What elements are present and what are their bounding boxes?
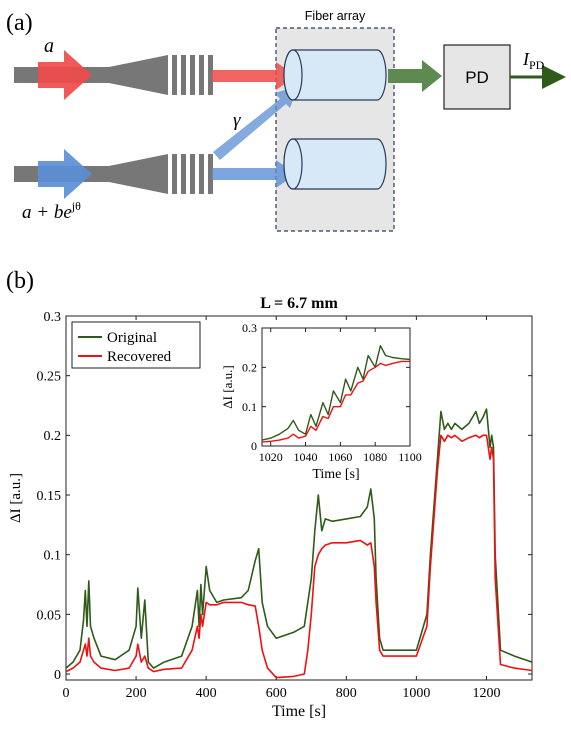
- x-tick-label: 1020: [259, 450, 283, 464]
- x-tick-label: 1000: [402, 686, 430, 701]
- x-tick-label: 1040: [294, 450, 318, 464]
- legend-box: [71, 321, 201, 369]
- legend-label: Original: [107, 330, 157, 346]
- pd-label: PD: [465, 68, 489, 87]
- x-tick-label: 600: [266, 686, 287, 701]
- panel-b-label: (b): [6, 268, 34, 294]
- y-tick-label: 0.25: [37, 370, 62, 385]
- y-tick-label: 0: [54, 668, 61, 683]
- x-tick-label: 1080: [363, 450, 387, 464]
- x-tick-label: 200: [126, 686, 147, 701]
- coupling-label: γ: [233, 110, 241, 131]
- x-tick-label: 0: [63, 686, 70, 701]
- x-tick-label: 1200: [472, 686, 500, 701]
- x-axis-label: Time [s]: [272, 703, 326, 720]
- x-tick-label: 1060: [328, 450, 352, 464]
- series-line-original: [66, 408, 532, 669]
- x-tick-label: 1100: [398, 450, 422, 464]
- chart-title: L = 6.7 mm: [260, 295, 338, 312]
- fiber-top: [283, 49, 387, 101]
- y-tick-label: 0.15: [37, 489, 62, 504]
- x-tick-label: 400: [196, 686, 217, 701]
- y-axis-label: ΔI [a.u.]: [220, 365, 235, 408]
- fiber-array-label: Fiber array: [305, 9, 366, 23]
- y-axis-label: ΔI [a.u.]: [8, 473, 24, 523]
- plot-frame: [261, 327, 411, 447]
- input-top-label: a: [44, 35, 54, 57]
- main-chart: 0 200 400 600 800 1000 1200 0 0.05 0.1 0.15 0.2 0.25…: [8, 295, 533, 720]
- bottom-output-arrow: [212, 160, 296, 188]
- green-arrow: [388, 60, 442, 92]
- y-tick-label: 0.3: [242, 321, 257, 335]
- inset-chart: 1020 1040 1060 1080 1100 0 0.1 0.2 0.3 Time [s] ΔI…: [220, 321, 422, 482]
- y-tick-label: 0.1: [44, 549, 62, 564]
- x-axis-label: Time [s]: [312, 467, 359, 482]
- y-tick-label: 0.3: [44, 310, 62, 325]
- panel-a: (a) Fiber array a: [6, 9, 566, 232]
- input-bottom-label: a + bejθ: [22, 199, 81, 223]
- coupled-arrow: [213, 86, 298, 160]
- y-tick-label: 0.05: [37, 608, 62, 623]
- legend-label: Recovered: [107, 349, 172, 365]
- output-label: IPD: [522, 49, 545, 72]
- pd-box: [443, 44, 511, 110]
- y-tick-label: 0.1: [242, 400, 257, 414]
- input-arrow-red: [38, 50, 92, 100]
- y-tick-label: 0.2: [44, 429, 62, 444]
- series-line-original: [262, 345, 410, 441]
- y-tick-label: 0.2: [242, 361, 257, 375]
- x-tick-label: 800: [336, 686, 357, 701]
- panel-a-label: (a): [6, 10, 33, 36]
- series-line-recovered: [66, 434, 532, 679]
- input-arrow-blue: [38, 149, 92, 199]
- legend: Original Recovered: [71, 321, 201, 369]
- y-tick-label: 0: [251, 439, 257, 453]
- series-line-recovered: [262, 360, 410, 443]
- top-output-arrow: [212, 62, 296, 90]
- fiber-bottom: [283, 138, 387, 190]
